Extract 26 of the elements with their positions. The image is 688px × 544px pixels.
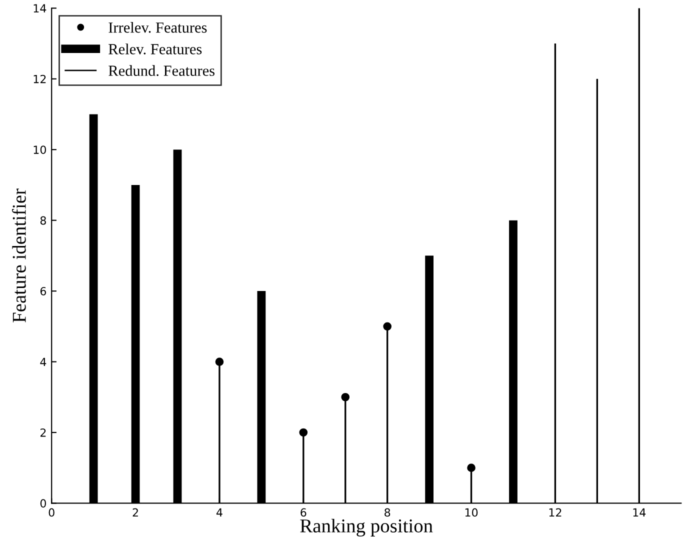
y-tick-label: 8 [40, 216, 46, 225]
point [299, 428, 308, 437]
legend-label: Redund. Features [108, 65, 214, 76]
x-tick-label: 2 [132, 508, 138, 517]
point [383, 322, 392, 331]
y-tick-label: 14 [34, 4, 46, 12]
x-tick-label: 4 [216, 508, 222, 517]
y-tick-label: 10 [34, 146, 46, 154]
legend-label: Relev. Features [108, 44, 202, 54]
legend-label: Irrelev. Features [108, 22, 207, 33]
y-tick-label: 4 [40, 358, 46, 366]
x-tick-label: 10 [465, 508, 478, 517]
x-tick-label: 14 [633, 508, 646, 517]
point [341, 392, 350, 402]
point [467, 464, 476, 472]
y-tick-label: 0 [40, 499, 46, 508]
x-tick-label: 6 [300, 508, 306, 517]
x-axis-title: Ranking position [300, 518, 433, 537]
y-tick-label: 2 [40, 428, 46, 437]
y-tick-label: 12 [34, 74, 46, 84]
y-axis-title: Feature identifier [12, 188, 26, 322]
x-tick-label: 0 [48, 508, 54, 517]
x-tick-label: 12 [549, 508, 562, 517]
point [215, 358, 224, 366]
y-tick-label: 6 [40, 287, 46, 296]
x-tick-label: 8 [384, 508, 390, 517]
